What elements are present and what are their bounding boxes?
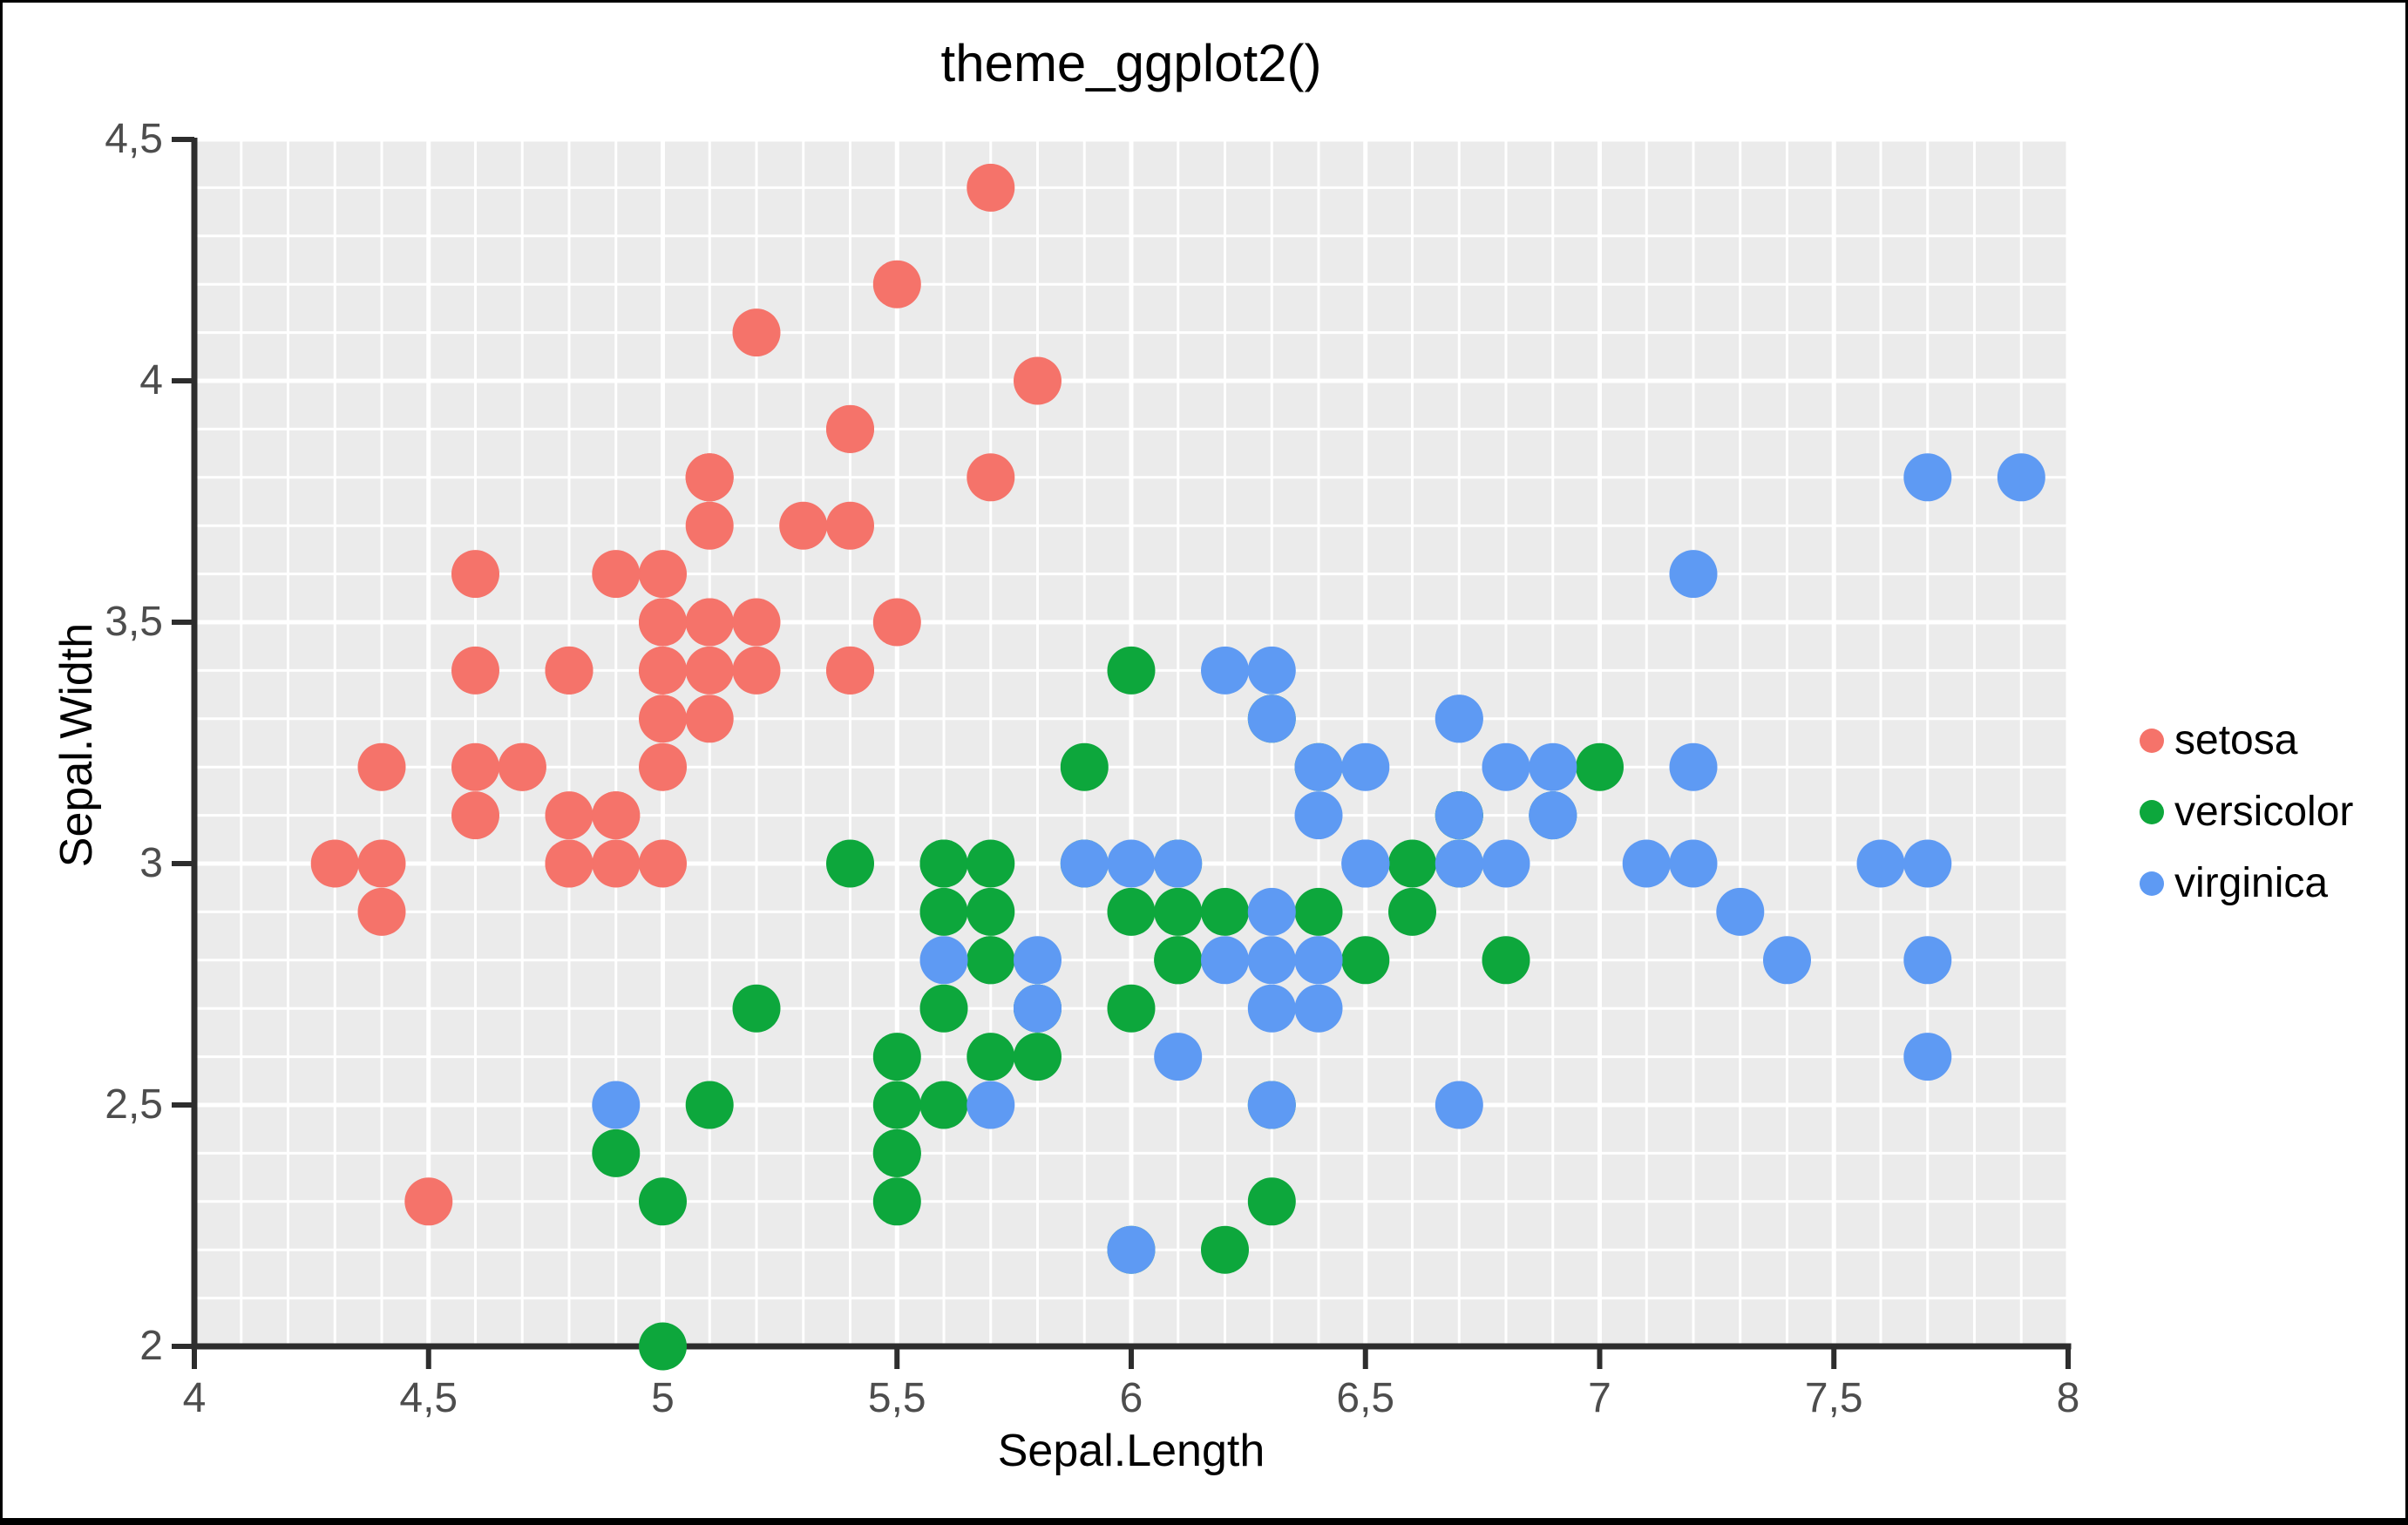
legend-dot-icon — [2140, 871, 2164, 896]
legend-item-virginica: virginica — [2140, 862, 2353, 905]
y-tick-label: 3 — [139, 840, 163, 886]
y-axis-title: Sepal.Width — [51, 622, 102, 868]
x-tick-label: 5 — [651, 1375, 675, 1421]
y-tick-label: 3,5 — [105, 599, 163, 645]
x-tick-label: 7,5 — [1804, 1375, 1863, 1421]
x-tick-label: 4,5 — [399, 1375, 458, 1421]
legend: setosa versicolor virginica — [2140, 719, 2353, 905]
legend-dot-icon — [2140, 729, 2164, 753]
x-tick-label: 4 — [182, 1375, 207, 1421]
x-tick-label: 5,5 — [867, 1375, 926, 1421]
x-tick-label: 6,5 — [1336, 1375, 1395, 1421]
series-virginica — [592, 453, 2045, 1274]
legend-label: virginica — [2174, 860, 2329, 906]
series-setosa — [310, 163, 1062, 1226]
y-tick-label: 2,5 — [105, 1081, 163, 1128]
legend-label: setosa — [2174, 717, 2298, 763]
legend-item-versicolor: versicolor — [2140, 790, 2353, 834]
legend-label: versicolor — [2174, 789, 2354, 835]
y-tick-label: 4 — [139, 357, 163, 403]
scatter-plot-canvas — [172, 137, 2072, 1371]
x-tick-label: 7 — [1588, 1375, 1611, 1421]
x-tick-label: 6 — [1119, 1375, 1143, 1421]
legend-item-setosa: setosa — [2140, 719, 2353, 762]
y-tick-label: 4,5 — [105, 116, 163, 162]
x-tick-label: 8 — [2056, 1375, 2080, 1421]
x-axis-title: Sepal.Length — [997, 1426, 1265, 1476]
y-tick-label: 2 — [139, 1323, 163, 1369]
legend-dot-icon — [2140, 800, 2164, 824]
chart-title: theme_ggplot2() — [940, 34, 1322, 92]
